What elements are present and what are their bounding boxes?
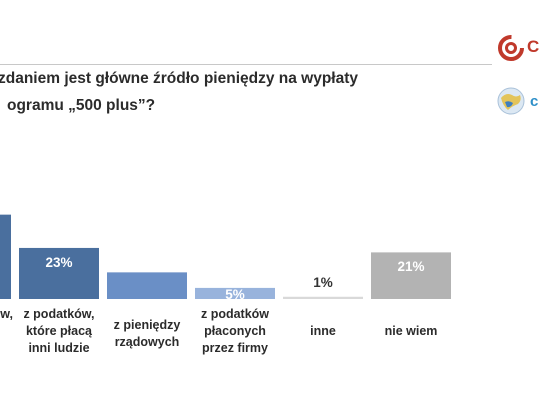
category-label-2: z pieniędzy rządowych (113, 318, 181, 349)
value-label-4: 1% (313, 274, 333, 290)
cbos-logo-icon (498, 35, 524, 61)
chart-title-line-1: zdaniem jest główne źródło pieniędzy na … (0, 70, 359, 87)
globe-logo-icon (497, 87, 525, 115)
category-label-3: z podatków płaconych przez firmy (200, 306, 270, 355)
bar-5 (371, 252, 451, 299)
value-label-3: 5% (225, 286, 245, 302)
bar-4 (283, 296, 363, 299)
bar-3 (195, 287, 275, 299)
bar-2 (107, 272, 187, 299)
logo-top-text: C (527, 37, 540, 56)
category-label-4: inne (310, 323, 336, 338)
title-rule (0, 64, 492, 65)
bar-0 (0, 214, 11, 299)
logo-bottom-text: c (530, 93, 539, 110)
value-label-5: 21% (397, 259, 425, 275)
chart-title-line-2: ogramu „500 plus”? (7, 97, 156, 114)
category-label-5: nie wiem (384, 323, 438, 338)
category-label-1: z podatków, które płacą inni ludzie (23, 306, 95, 355)
category-label-0: w, (0, 307, 13, 321)
value-label-1: 23% (45, 254, 73, 270)
bar-1 (19, 247, 99, 299)
value-label-2: 12% (133, 250, 161, 266)
